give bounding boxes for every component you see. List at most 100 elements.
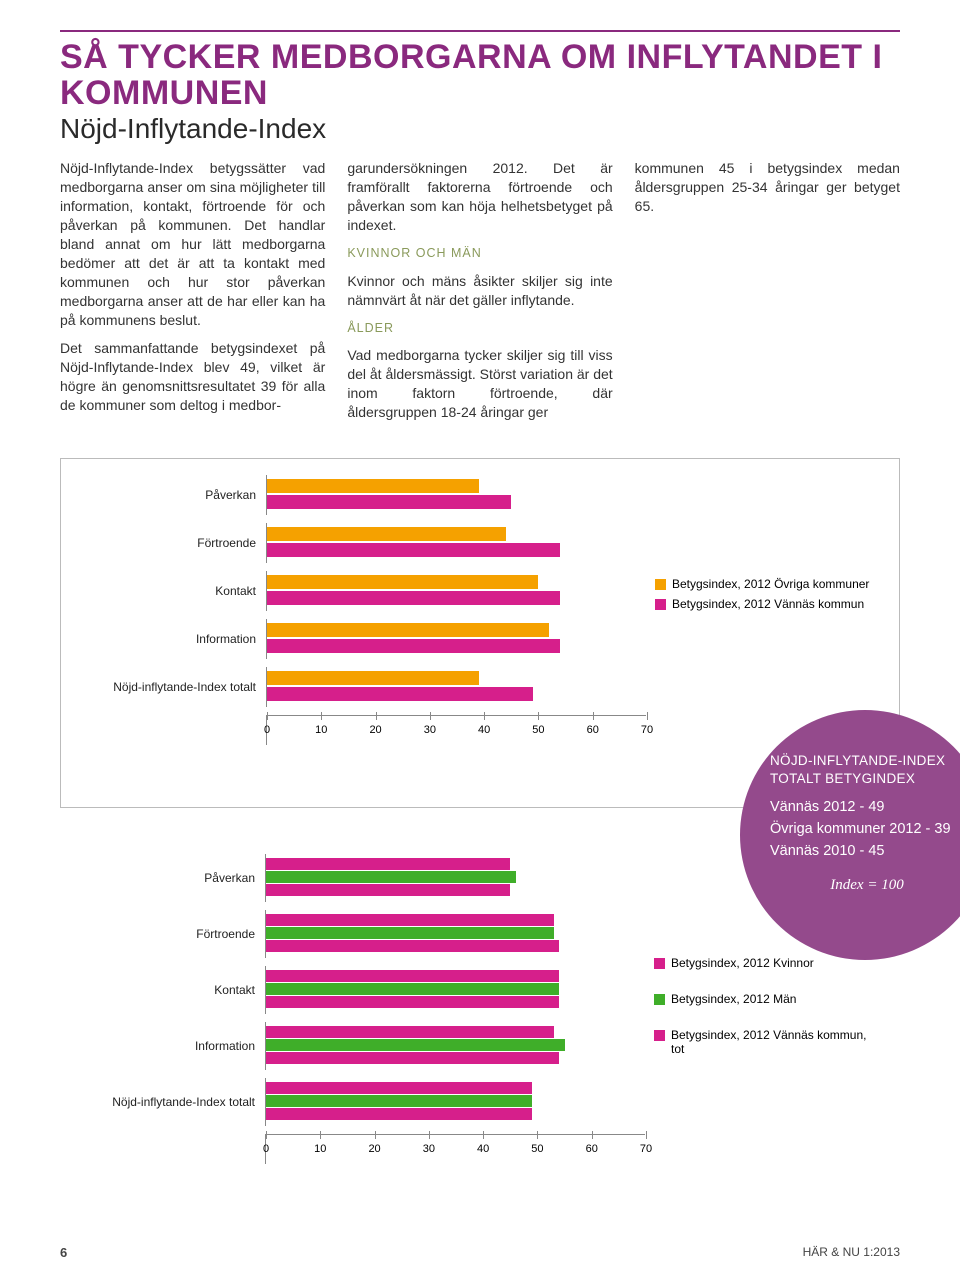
col2-subhead-alder: ÅLDER	[347, 320, 612, 337]
chart2-category-label: Nöjd-inflytande-Index totalt	[60, 1095, 265, 1109]
circle-index-note: Index = 100	[770, 875, 960, 895]
chart2-bar-series0	[266, 1082, 532, 1094]
circle-head-1: NÖJD-INFLYTANDE-INDEX	[770, 753, 945, 768]
circle-head-2: TOTALT BETYGINDEX	[770, 771, 915, 786]
col2-para2: Kvinnor och mäns åsikter skiljer sig int…	[347, 272, 612, 310]
chart2-bar-series2	[266, 996, 559, 1008]
chart2-bar-series0	[266, 1026, 554, 1038]
chart2-category-label: Förtroende	[60, 927, 265, 941]
chart1-tick-label: 10	[315, 724, 327, 736]
chart1-tick-label: 50	[532, 724, 544, 736]
chart1-category-label: Information	[61, 632, 266, 646]
col1-para2: Det sammanfattande betygsindexet på Nöjd…	[60, 339, 325, 415]
chart2-bars	[265, 1078, 645, 1126]
chart1-legend-item: Betygsindex, 2012 Övriga kommuner	[655, 577, 869, 591]
circle-row-1: Vännäs 2012 - 49	[770, 798, 960, 818]
chart2-tick	[646, 1131, 647, 1139]
chart1-row: Påverkan	[61, 475, 899, 515]
chart1-bars	[266, 475, 646, 515]
legend-swatch	[655, 599, 666, 610]
chart2-tick	[592, 1131, 593, 1139]
chart1-tick	[267, 712, 268, 720]
legend-label: Betygsindex, 2012 Övriga kommuner	[672, 577, 869, 591]
chart-1-legend: Betygsindex, 2012 Övriga kommuner Betygsi…	[655, 577, 869, 617]
chart1-tick-label: 20	[369, 724, 381, 736]
chart2-tick-label: 50	[531, 1143, 543, 1155]
chart1-row: Förtroende	[61, 523, 899, 563]
chart2-tick-label: 0	[263, 1143, 269, 1155]
chart2-tick-label: 40	[477, 1143, 489, 1155]
chart1-bar-series1	[267, 687, 533, 701]
page-footer: 6 HÄR & NU 1:2013	[60, 1245, 900, 1260]
chart1-tick	[593, 712, 594, 720]
chart2-tick	[483, 1131, 484, 1139]
chart1-category-label: Påverkan	[61, 488, 266, 502]
chart2-bar-series1	[266, 983, 559, 995]
chart2-tick-label: 30	[423, 1143, 435, 1155]
chart2-bar-series2	[266, 1052, 559, 1064]
chart2-bars	[265, 1022, 645, 1070]
chart2-tick	[320, 1131, 321, 1139]
chart1-bar-series1	[267, 495, 511, 509]
chart1-bar-series0	[267, 671, 479, 685]
chart2-bars	[265, 854, 645, 902]
chart2-bars	[265, 966, 645, 1014]
chart2-tick-label: 70	[640, 1143, 652, 1155]
chart2-row: Nöjd-inflytande-Index totalt	[60, 1078, 900, 1126]
chart-2-legend: Betygsindex, 2012 Kvinnor Betygsindex, 20…	[654, 956, 874, 1078]
chart1-tick	[321, 712, 322, 720]
chart2-tick	[537, 1131, 538, 1139]
chart1-tick-label: 30	[424, 724, 436, 736]
circle-row-2: Övriga kommuner 2012 - 39	[770, 820, 960, 840]
chart1-tick	[430, 712, 431, 720]
chart2-bar-series1	[266, 1039, 565, 1051]
chart1-bars	[266, 619, 646, 659]
col2-subhead-kvinnor: KVINNOR OCH MÄN	[347, 245, 612, 262]
chart2-category-label: Kontakt	[60, 983, 265, 997]
chart2-bar-series2	[266, 1108, 532, 1120]
chart2-tick	[375, 1131, 376, 1139]
chart1-row: Information	[61, 619, 899, 659]
publication-label: HÄR & NU 1:2013	[803, 1245, 900, 1260]
legend-swatch	[654, 958, 665, 969]
col2-para1: garundersökningen 2012. Det är framföral…	[347, 159, 612, 235]
page-number: 6	[60, 1245, 67, 1260]
chart1-tick	[376, 712, 377, 720]
chart1-bar-series0	[267, 623, 549, 637]
chart1-row: Nöjd-inflytande-Index totalt	[61, 667, 899, 707]
chart1-legend-item: Betygsindex, 2012 Vännäs kommun	[655, 597, 869, 611]
chart2-bar-series1	[266, 1095, 532, 1107]
legend-label: Betygsindex, 2012 Kvinnor	[671, 956, 814, 970]
col3-para1: kommunen 45 i betygsindex medan åldersgr…	[635, 159, 900, 216]
circle-row-3: Vännäs 2010 - 45	[770, 842, 960, 862]
col2-para3: Vad medborgarna tycker skiljer sig till …	[347, 346, 612, 422]
top-rule	[60, 30, 900, 32]
legend-swatch	[654, 994, 665, 1005]
chart2-bars	[265, 910, 645, 958]
chart1-bar-series0	[267, 575, 538, 589]
chart2-tick-label: 10	[314, 1143, 326, 1155]
chart2-legend-item: Betygsindex, 2012 Vännäs kommun, tot	[654, 1028, 874, 1056]
chart1-tick-label: 40	[478, 724, 490, 736]
chart1-category-label: Kontakt	[61, 584, 266, 598]
chart2-tick	[266, 1131, 267, 1139]
chart1-tick	[484, 712, 485, 720]
chart2-tick-label: 20	[368, 1143, 380, 1155]
chart2-tick-label: 60	[586, 1143, 598, 1155]
chart2-bar-series1	[266, 871, 516, 883]
chart2-category-label: Information	[60, 1039, 265, 1053]
chart2-category-label: Påverkan	[60, 871, 265, 885]
chart1-tick	[538, 712, 539, 720]
legend-label: Betygsindex, 2012 Män	[671, 992, 796, 1006]
col1-para1: Nöjd-Inflytande-Index betygssätter vad m…	[60, 159, 325, 329]
chart1-bars	[266, 571, 646, 611]
chart2-bar-series1	[266, 927, 554, 939]
chart2-bar-series0	[266, 914, 554, 926]
chart2-bar-series0	[266, 970, 559, 982]
chart1-bar-series1	[267, 591, 560, 605]
chart1-bars	[266, 523, 646, 563]
chart1-tick	[647, 712, 648, 720]
chart1-bars	[266, 667, 646, 707]
chart1-bar-series0	[267, 479, 479, 493]
chart2-bar-series2	[266, 884, 510, 896]
